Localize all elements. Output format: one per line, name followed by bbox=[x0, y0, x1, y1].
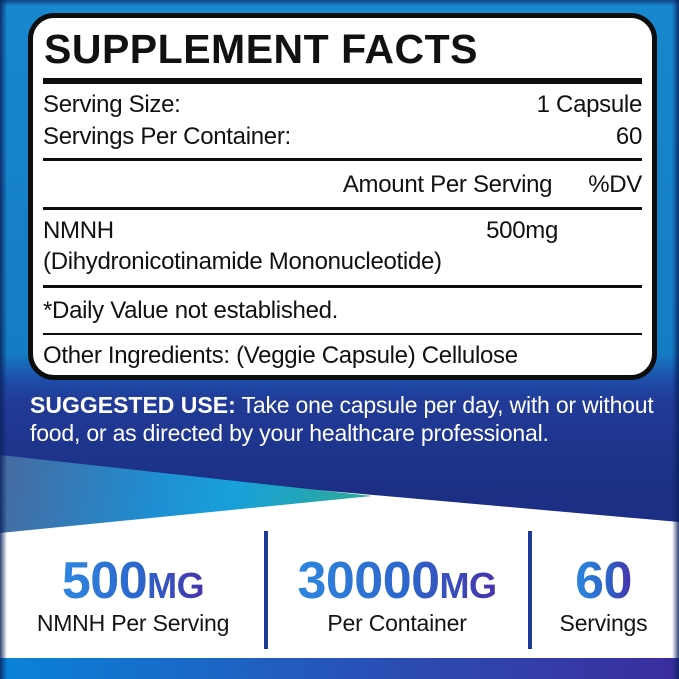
serving-size-value: 1 Capsule bbox=[536, 91, 643, 118]
ingredient-amount: 500mg bbox=[486, 217, 558, 244]
serving-size-label: Serving Size: bbox=[43, 91, 181, 118]
panel-title: SUPPLEMENT FACTS bbox=[44, 26, 478, 72]
stat-value: 500MG bbox=[62, 555, 204, 607]
stat-servings: 60 Servings bbox=[528, 540, 679, 652]
ingredient-detail: (Dihydronicotinamide Mononucleotide) bbox=[43, 248, 442, 275]
suggested-use-block: SUGGESTED USE: Take one capsule per day,… bbox=[30, 391, 662, 447]
amount-per-serving-header: Amount Per Serving bbox=[342, 171, 553, 198]
suggested-use-label: SUGGESTED USE: bbox=[30, 392, 236, 418]
stat-value: 30000MG bbox=[297, 555, 496, 607]
stat-unit: MG bbox=[439, 565, 497, 606]
stat-per-serving: 500MG NMNH Per Serving bbox=[0, 540, 266, 652]
supplement-facts-panel: SUPPLEMENT FACTS Serving Size: 1 Capsule… bbox=[28, 13, 657, 380]
servings-label: Servings Per Container: bbox=[43, 123, 291, 150]
stat-caption: NMNH Per Serving bbox=[36, 610, 230, 636]
stat-number: 60 bbox=[575, 552, 632, 610]
servings-value: 60 bbox=[615, 123, 642, 150]
stat-caption: Per Container bbox=[327, 610, 467, 636]
dv-header: %DV bbox=[588, 171, 642, 198]
ingredient-row: NMNH 500mg bbox=[43, 210, 642, 246]
stat-number: 30000 bbox=[297, 552, 440, 610]
suggested-use-text1: Take one capsule per day, with or withou… bbox=[241, 392, 654, 418]
highlight-stats: 500MG NMNH Per Serving 30000MG Per Conta… bbox=[0, 540, 679, 652]
suggested-use-line2: food, or as directed by your healthcare … bbox=[30, 420, 549, 446]
amount-header-row: Amount Per Serving %DV bbox=[43, 161, 642, 207]
title-rule bbox=[43, 78, 642, 84]
stat-per-container: 30000MG Per Container bbox=[266, 540, 528, 652]
serving-size-row: Serving Size: 1 Capsule bbox=[43, 89, 642, 121]
bottom-gradient-bar bbox=[0, 658, 679, 679]
daily-value-footnote: *Daily Value not established. bbox=[43, 297, 339, 324]
suggested-use-line1: SUGGESTED USE: Take one capsule per day,… bbox=[30, 391, 662, 419]
stat-unit: MG bbox=[147, 565, 205, 606]
stat-value: 60 bbox=[575, 555, 632, 607]
stat-caption: Servings bbox=[559, 610, 648, 636]
stat-number: 500 bbox=[61, 552, 148, 610]
other-ingredients: Other Ingredients: (Veggie Capsule) Cell… bbox=[43, 342, 518, 369]
ingredient-name: NMNH bbox=[43, 217, 114, 244]
servings-per-container-row: Servings Per Container: 60 bbox=[43, 121, 642, 153]
